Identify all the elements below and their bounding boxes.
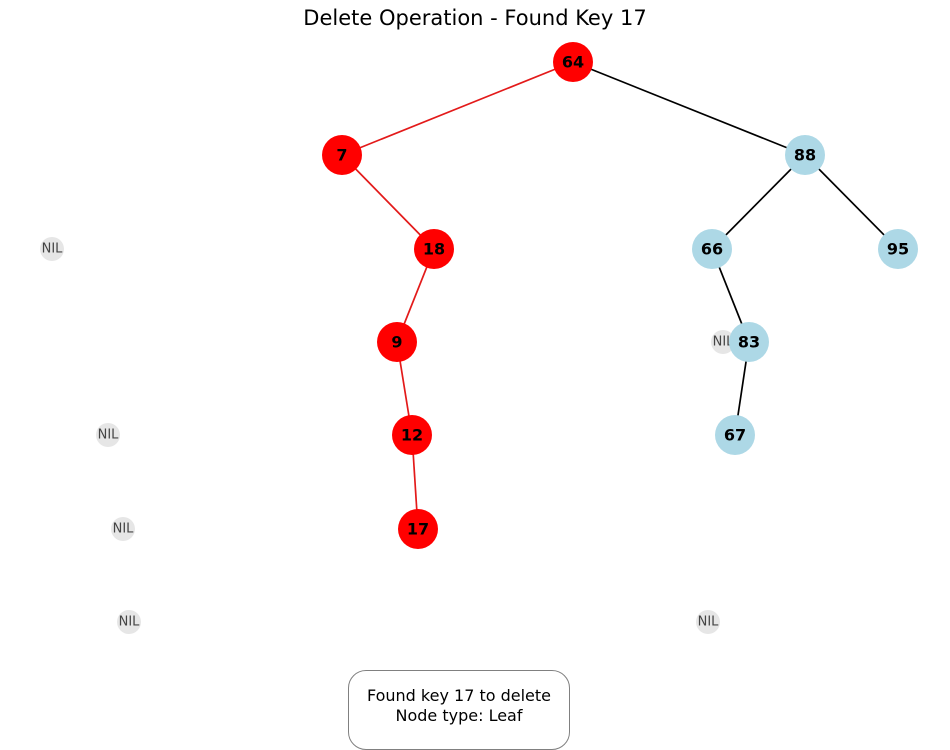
node-circle — [392, 415, 432, 455]
nil-node-circle — [711, 330, 735, 354]
diagram-title: Delete Operation - Found Key 17 — [303, 6, 647, 30]
nil-node-label: NIL — [119, 615, 141, 630]
nil-node: NIL — [96, 423, 120, 447]
nil-node-label: NIL — [698, 615, 720, 630]
edge-64-88 — [572, 61, 806, 156]
tree-node-17: 17 — [398, 509, 438, 549]
node-circle — [377, 322, 417, 362]
node-circle — [715, 415, 755, 455]
nil-node-circle — [40, 237, 64, 261]
nil-node: NIL — [117, 610, 141, 634]
node-circle — [553, 42, 593, 82]
tree-node-9: 9 — [377, 322, 417, 362]
nil-node-circle — [117, 610, 141, 634]
info-box: Found key 17 to delete Node type: Leaf — [348, 670, 570, 750]
nil-node: NIL — [696, 610, 720, 634]
tree-node-66: 66 — [692, 229, 732, 269]
node-circle — [398, 509, 438, 549]
node-key-label: 18 — [423, 240, 445, 259]
nil-node: NIL — [40, 237, 64, 261]
nil-node-label: NIL — [98, 428, 120, 443]
node-key-label: 67 — [724, 426, 746, 445]
tree-node-64: 64 — [553, 42, 593, 82]
nodes-layer: 64 7 88 18 66 95 9 83 12 67 17 — [322, 42, 918, 549]
node-circle — [785, 135, 825, 175]
node-circle — [692, 229, 732, 269]
nil-node-circle — [111, 517, 135, 541]
nil-node-circle — [96, 423, 120, 447]
tree-node-67: 67 — [715, 415, 755, 455]
node-key-label: 7 — [336, 146, 347, 165]
tree-node-12: 12 — [392, 415, 432, 455]
info-line-1: Found key 17 to delete — [366, 686, 552, 705]
nil-node-label: NIL — [42, 242, 64, 257]
tree-node-7: 7 — [322, 135, 362, 175]
node-key-label: 9 — [391, 333, 402, 352]
nil-node: NIL — [711, 330, 735, 354]
nil-node-circle — [696, 610, 720, 634]
node-circle — [414, 229, 454, 269]
tree-node-83: 83 — [729, 322, 769, 362]
nil-node-label: NIL — [713, 335, 735, 350]
edge-7-18 — [341, 154, 435, 250]
node-key-label: 64 — [562, 53, 584, 72]
nil-node: NIL — [111, 517, 135, 541]
edge-88-66 — [711, 154, 806, 250]
edges-layer — [341, 61, 899, 530]
tree-node-95: 95 — [878, 229, 918, 269]
info-line-2: Node type: Leaf — [395, 706, 523, 725]
nil-layer: NIL NIL NIL NIL NIL NIL — [40, 237, 735, 634]
node-key-label: 12 — [401, 426, 423, 445]
node-key-label: 66 — [701, 240, 723, 259]
edge-88-95 — [804, 154, 899, 250]
tree-node-88: 88 — [785, 135, 825, 175]
node-key-label: 17 — [407, 520, 429, 539]
node-key-label: 88 — [794, 146, 816, 165]
node-circle — [729, 322, 769, 362]
edge-64-7 — [341, 61, 574, 156]
node-key-label: 83 — [738, 333, 760, 352]
nil-node-label: NIL — [113, 522, 135, 537]
tree-node-18: 18 — [414, 229, 454, 269]
node-circle — [322, 135, 362, 175]
node-key-label: 95 — [887, 240, 909, 259]
node-circle — [878, 229, 918, 269]
